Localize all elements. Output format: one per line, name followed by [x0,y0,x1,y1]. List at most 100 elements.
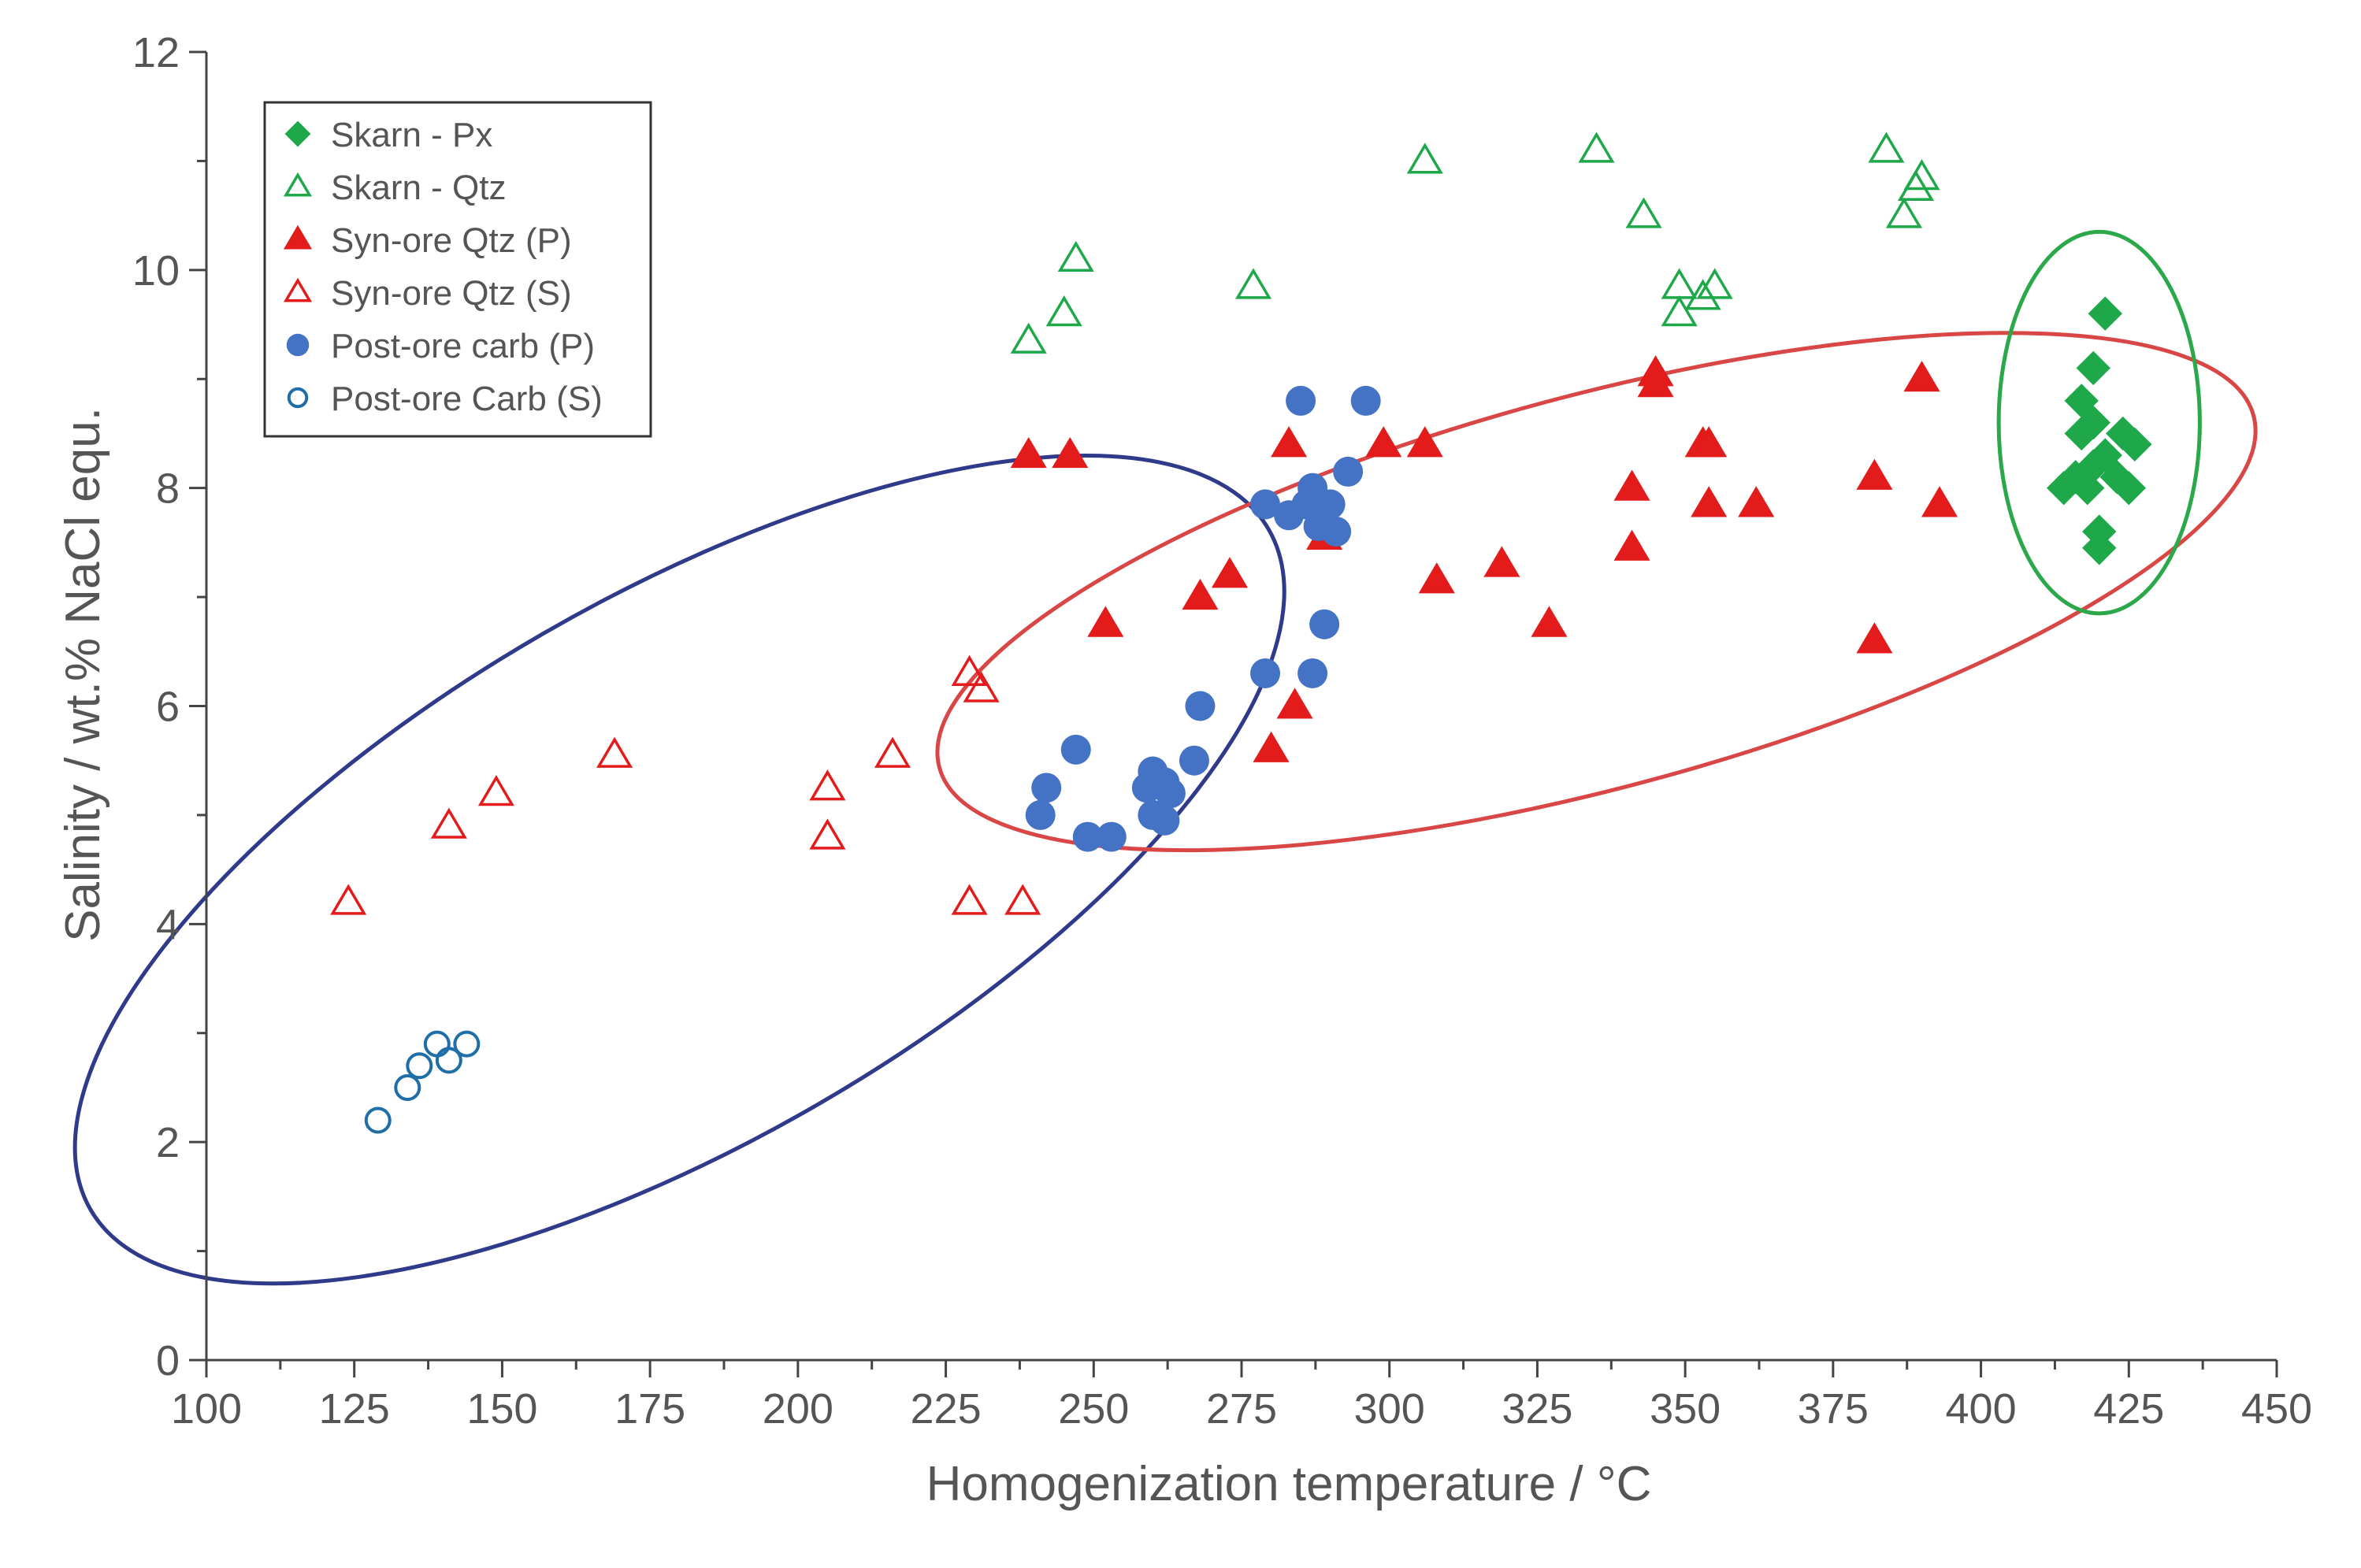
data-point [1531,606,1568,637]
series-5 [1025,385,1381,852]
data-point [1149,805,1180,836]
data-point [1691,426,1728,458]
data-point [874,736,911,768]
data-point [1661,268,1698,299]
data-point [1286,385,1316,416]
data-point [951,884,988,915]
data-point [1418,562,1455,594]
y-tick-label: 4 [156,901,180,948]
data-point [809,818,846,850]
legend-label: Syn-ore Qtz (P) [331,221,572,260]
data-point [1921,486,1958,517]
data-point [2118,427,2152,462]
data-point [1010,322,1047,354]
data-point [1897,169,1935,202]
legend-item: Syn-ore Qtz (P) [283,221,572,260]
data-point [453,1030,481,1058]
data-point [1250,489,1281,520]
data-point [2088,296,2122,331]
data-point [1613,529,1650,561]
series-4 [330,654,1041,915]
x-tick-label: 300 [1354,1385,1425,1433]
data-point [477,775,514,806]
data-point [1738,486,1775,517]
x-tick-label: 225 [911,1385,982,1433]
legend-marker [283,172,313,197]
legend-item: Post-ore Carb (S) [287,380,603,418]
data-point [1087,606,1124,637]
legend-item: Skarn - Qtz [283,169,507,207]
x-tick-label: 100 [171,1385,242,1433]
legend-marker [283,277,313,302]
data-point [1031,773,1062,803]
data-point [1691,486,1728,517]
data-point [1155,778,1186,809]
data-point [2064,416,2099,451]
data-point [1271,426,1308,458]
data-point [1004,884,1041,915]
legend-item: Skarn - Px [284,116,492,154]
x-tick-label: 350 [1650,1385,1721,1433]
series-2 [1010,132,1940,354]
data-point [1365,426,1402,458]
data-point [1903,361,1940,392]
legend-marker [283,224,313,250]
data-point [1578,132,1615,163]
data-point [1182,578,1219,610]
series-3 [1010,355,1958,762]
x-axis-label: Homogenization temperature / °C [926,1457,1652,1511]
data-point [1234,268,1272,299]
legend-label: Post-ore Carb (S) [331,380,603,418]
x-tick-label: 400 [1946,1385,2017,1433]
data-point [1276,688,1313,719]
y-tick-label: 6 [156,684,180,731]
ellipse-blue-group [72,454,1286,1286]
data-point [2111,470,2146,506]
data-point [1637,365,1674,398]
legend-box [263,101,652,438]
legend-marker [287,387,309,409]
data-point [1684,279,1721,310]
data-point [1297,658,1328,688]
data-point [2046,470,2081,506]
legend-items: Skarn - Px Skarn - Qtz Syn-ore Qtz (P) Syn-… [283,116,603,418]
y-tick-label: 10 [132,247,180,295]
data-point [1010,436,1047,469]
data-point [1903,159,1940,191]
legend-label: Skarn - Px [331,116,492,154]
series-1 [2046,296,2152,565]
data-point [2082,531,2117,565]
data-point [364,1106,392,1134]
data-point [963,671,1000,702]
data-point [1211,557,1249,588]
data-point [394,1073,421,1101]
x-tick-label: 275 [1206,1385,1277,1433]
x-tick-label: 425 [2093,1385,2164,1433]
ellipse-green-group [1996,229,2202,616]
data-point [1406,426,1443,458]
x-tick-label: 375 [1798,1385,1869,1433]
data-point [330,884,367,915]
data-point [1868,132,1905,163]
y-tick-label: 2 [156,1119,180,1166]
legend-item: Post-ore carb (P) [286,327,595,365]
data-point [1096,821,1127,852]
data-point [1483,546,1520,577]
y-axis-label: Salinity / wt.% NaCl equ. [56,407,110,942]
data-point [1885,197,1923,228]
data-point [1060,734,1091,765]
data-point [2070,470,2105,506]
data-point [1072,821,1103,852]
legend-label: Skarn - Qtz [331,169,507,207]
data-point [1057,240,1094,272]
data-point [809,769,846,801]
y-tick-label: 8 [156,465,180,513]
x-tick-label: 175 [614,1385,685,1433]
data-point [951,654,988,687]
data-point [1406,143,1443,174]
data-point [435,1047,462,1074]
data-point [1315,489,1346,520]
data-point [406,1052,433,1080]
